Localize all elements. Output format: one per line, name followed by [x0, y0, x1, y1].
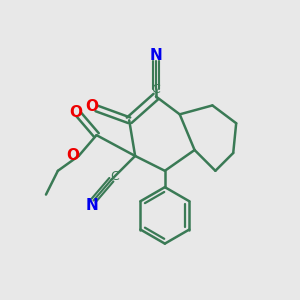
Text: O: O [66, 148, 79, 164]
Text: O: O [85, 99, 98, 114]
Text: N: N [150, 48, 162, 63]
Text: O: O [69, 105, 82, 120]
Text: N: N [86, 198, 98, 213]
Text: C: C [110, 170, 119, 183]
Text: C: C [152, 82, 160, 96]
